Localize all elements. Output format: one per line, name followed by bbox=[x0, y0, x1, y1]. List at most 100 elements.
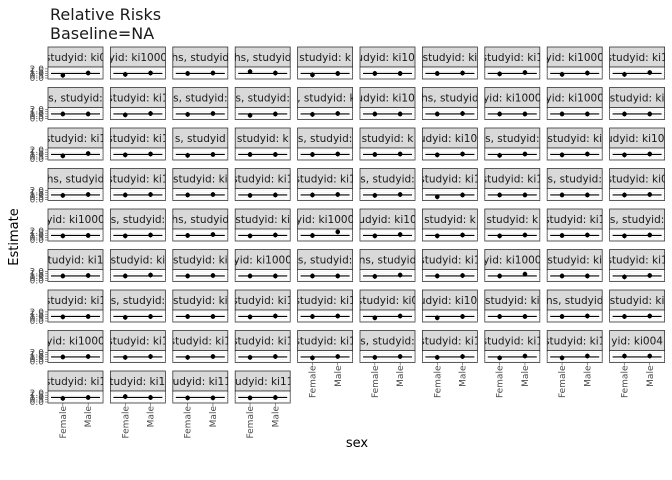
data-point bbox=[122, 152, 128, 158]
data-point bbox=[559, 72, 565, 77]
data-point bbox=[497, 71, 502, 77]
facet-panel: studyid: ki bbox=[484, 289, 541, 323]
y-tick-label: 1.5 bbox=[30, 310, 44, 320]
data-point bbox=[622, 152, 627, 158]
facet-strip-label: studyid: ki1 bbox=[419, 336, 480, 348]
x-tick-label: Male bbox=[209, 406, 219, 428]
data-point bbox=[622, 72, 627, 77]
y-tick-label: 0.0 bbox=[30, 277, 45, 287]
facet-strip-label: studyid: ki1 bbox=[544, 336, 605, 348]
facet-panel: studyid: ki1 bbox=[172, 330, 229, 363]
y-tick-label: 2.0 bbox=[30, 186, 45, 196]
y-tick-label: 0.0 bbox=[30, 236, 45, 246]
facet-strip-label: s, studyid: bbox=[610, 214, 664, 226]
data-point bbox=[434, 194, 440, 200]
data-point bbox=[60, 153, 66, 159]
data-point bbox=[210, 273, 216, 278]
facet-panel: udyid: ki10 bbox=[359, 208, 416, 242]
facet-panel: studyid: ki10.00.51.01.52.0 Female Male bbox=[30, 370, 104, 439]
data-point bbox=[310, 112, 315, 117]
data-point bbox=[622, 274, 627, 280]
y-tick-label: 1.5 bbox=[30, 189, 44, 199]
data-point bbox=[273, 152, 278, 157]
data-point bbox=[247, 395, 253, 401]
data-point bbox=[310, 72, 315, 78]
facet-panel: studyid: ki bbox=[110, 249, 166, 282]
data-point bbox=[622, 314, 627, 319]
data-point bbox=[273, 70, 278, 76]
facet-strip-label: studyid: ki bbox=[173, 174, 228, 186]
data-point bbox=[335, 111, 341, 116]
facet-panel: yid: ki1000 bbox=[546, 46, 603, 80]
facet-strip-label: studyid: ki1 bbox=[419, 174, 480, 186]
data-point bbox=[585, 192, 590, 198]
data-point bbox=[85, 192, 91, 197]
y-tick-label: 0.5 bbox=[30, 72, 44, 82]
data-point bbox=[397, 272, 403, 278]
data-point bbox=[185, 153, 190, 158]
facet-panel: studyid: ki1000 bbox=[421, 289, 478, 323]
facet-panel: studyid: k bbox=[359, 127, 416, 161]
facet-panel: yid: ki1000 bbox=[110, 46, 166, 80]
facet-strip-label: yid: ki1000 bbox=[46, 214, 104, 226]
facet-panel: yid: ki004 Female Male bbox=[609, 330, 665, 398]
data-point bbox=[647, 232, 653, 238]
facet-panel: hs, studyid bbox=[172, 208, 229, 242]
facet-strip-label: studyid: ki1 bbox=[294, 295, 355, 307]
facet-panel: studyid: ki1 bbox=[234, 168, 291, 201]
data-point bbox=[247, 69, 253, 74]
data-point bbox=[585, 313, 590, 319]
chart-title-line-1: Relative Risks bbox=[50, 5, 161, 24]
facet-panel: studyid: ki1 bbox=[544, 208, 605, 242]
data-point bbox=[647, 151, 653, 157]
data-point bbox=[559, 273, 565, 279]
x-tick-label: Male bbox=[521, 365, 531, 387]
y-tick-label: 0.0 bbox=[30, 115, 45, 125]
facet-strip-label: yid: ki1000 bbox=[233, 255, 291, 267]
data-point bbox=[647, 353, 653, 359]
y-tick-label: 0.5 bbox=[30, 234, 44, 244]
data-point bbox=[85, 314, 91, 319]
y-tick-label: 1.0 bbox=[30, 393, 45, 403]
x-tick-label: Female bbox=[496, 365, 506, 398]
data-point bbox=[122, 192, 128, 198]
y-tick-label: 1.0 bbox=[30, 312, 45, 322]
y-axis-ticks: 0.00.51.01.52.0 bbox=[30, 227, 48, 246]
y-tick-label: 0.5 bbox=[30, 396, 44, 406]
y-tick-label: 2.0 bbox=[30, 348, 45, 358]
data-point bbox=[585, 70, 590, 76]
data-point bbox=[460, 151, 465, 157]
facet-strip-label: hs, studyid bbox=[172, 52, 230, 64]
data-point bbox=[122, 355, 128, 360]
data-point bbox=[585, 353, 590, 359]
facet-strip-label: studyid: k bbox=[237, 133, 290, 145]
data-point bbox=[622, 111, 627, 117]
facet-strip-label: studyid: ki1 bbox=[232, 295, 293, 307]
facet-panel: s, studyid: bbox=[172, 87, 229, 120]
data-point bbox=[122, 394, 128, 399]
data-point bbox=[460, 192, 465, 198]
data-point bbox=[247, 273, 253, 279]
facet-panel: s, studyid: bbox=[110, 289, 166, 323]
data-point bbox=[85, 151, 91, 156]
data-point bbox=[372, 111, 378, 117]
data-point bbox=[647, 111, 653, 117]
data-point bbox=[559, 233, 565, 238]
data-point bbox=[434, 71, 440, 76]
facet-panel: yid: ki1000 bbox=[546, 87, 603, 120]
y-tick-label: 1.0 bbox=[30, 150, 45, 160]
data-point bbox=[148, 70, 153, 76]
data-point bbox=[434, 355, 440, 360]
facet-strip-label: studyid: ki1 bbox=[544, 214, 605, 226]
data-point bbox=[122, 315, 128, 320]
facet-strip-label: studyid: ki0 bbox=[357, 295, 418, 307]
facet-strip-label: hs, studyid bbox=[234, 52, 292, 64]
facet-strip-label: s, studyid: bbox=[173, 93, 227, 105]
facet-panel: studyid: ki1 bbox=[232, 289, 293, 323]
facet-strip-label: studyid: ki bbox=[235, 214, 290, 226]
data-point bbox=[122, 233, 128, 239]
data-point bbox=[497, 192, 502, 198]
facet-strip-label: studyid: ki0 bbox=[45, 52, 106, 64]
